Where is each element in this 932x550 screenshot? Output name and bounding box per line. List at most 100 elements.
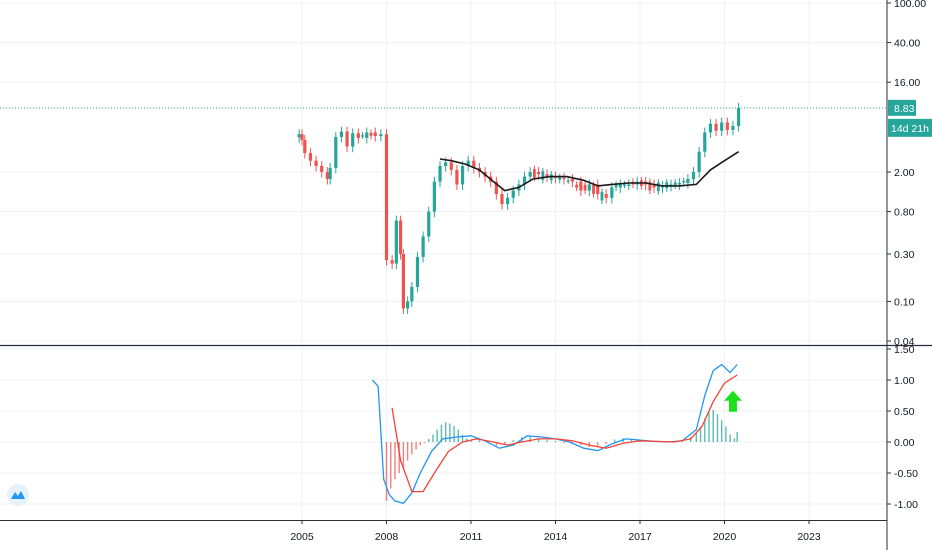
candle-body — [682, 181, 686, 183]
candle-body — [570, 179, 574, 182]
y-tick-label: 100.00 — [894, 0, 926, 10]
candle-body — [652, 184, 656, 188]
moving-average-line — [439, 151, 740, 192]
indicator-tick-label: 1.50 — [894, 344, 915, 356]
candle-body — [384, 134, 389, 261]
candle-body — [736, 107, 741, 127]
candle-body — [345, 131, 349, 147]
candle-body — [623, 184, 626, 186]
candle-body — [365, 132, 369, 138]
candle-body — [339, 131, 344, 137]
candle-body — [522, 176, 527, 185]
indicator-tick-label: 1.00 — [894, 375, 915, 387]
candle-body — [596, 184, 600, 195]
candle-body — [427, 211, 431, 237]
candle-body — [444, 162, 448, 166]
candle-body — [511, 190, 515, 198]
candle-body — [541, 171, 545, 180]
candle-body — [356, 133, 360, 138]
candle-body — [460, 165, 465, 185]
x-tick-label: 2008 — [375, 531, 399, 543]
price-series — [0, 102, 887, 314]
indicator-line-blue — [371, 363, 738, 505]
indicator-grid — [0, 347, 887, 520]
arrow-up-icon — [723, 390, 742, 412]
candle-body — [558, 176, 562, 180]
candle-body — [592, 185, 595, 194]
indicator-tick-label: 0.50 — [894, 406, 915, 418]
candle-body — [314, 160, 318, 166]
candle-body — [532, 168, 536, 178]
candle-body — [494, 181, 498, 195]
candle-body — [449, 162, 453, 170]
candle-body — [506, 197, 510, 205]
candle-body — [618, 184, 622, 188]
countdown-label: 14d 21h — [891, 123, 929, 135]
candle-body — [691, 172, 696, 180]
candle-body — [297, 134, 301, 138]
candle-body — [627, 184, 631, 186]
price-grid — [0, 0, 887, 345]
candle-body — [537, 172, 541, 175]
candle-body — [604, 194, 608, 198]
y-tick-label: 0.80 — [894, 207, 915, 219]
tradingview-logo-icon[interactable] — [7, 484, 29, 506]
countdown-badge — [888, 118, 932, 137]
candle-body — [390, 260, 394, 264]
indicator-tick-label: -0.50 — [894, 468, 918, 480]
indicator-line-red — [391, 374, 738, 493]
x-tick-label: 2020 — [713, 531, 737, 543]
candle-body — [731, 126, 735, 130]
x-tick-label: 2023 — [797, 531, 821, 543]
candle-body — [325, 172, 329, 180]
candle-body — [562, 177, 566, 180]
candle-body — [303, 139, 307, 154]
candle-body — [455, 169, 459, 185]
candle-body — [575, 184, 579, 188]
y-tick-label: 2.00 — [894, 167, 915, 179]
candle-body — [361, 135, 364, 137]
candle-body — [656, 182, 660, 192]
candle-body — [373, 132, 377, 137]
logo-mark — [11, 491, 25, 499]
candle-body — [528, 172, 532, 177]
candle-body — [410, 286, 414, 302]
price-badge — [888, 99, 916, 116]
indicator-tick-label: -1.00 — [894, 499, 918, 511]
candle-body — [466, 160, 470, 166]
candle-body — [328, 167, 332, 180]
candle-body — [472, 160, 476, 168]
x-tick-label: 2005 — [290, 531, 314, 543]
candle-body — [432, 181, 436, 212]
candle-body — [677, 183, 682, 185]
candle-body — [421, 236, 425, 257]
candle-body — [714, 123, 718, 131]
x-tick-label: 2017 — [628, 531, 652, 543]
candle-body — [579, 181, 583, 191]
candle-body — [379, 134, 383, 137]
indicator-series — [371, 363, 742, 505]
candle-body — [673, 182, 677, 186]
x-tick-label: 2011 — [460, 531, 483, 543]
candle-body — [725, 122, 729, 130]
candle-body — [566, 180, 570, 182]
candle-body — [583, 184, 587, 191]
y-tick-label: 0.04 — [894, 336, 915, 348]
candle-body — [610, 187, 614, 198]
candle-body — [438, 165, 442, 182]
candle-body — [686, 179, 690, 184]
candle-body — [614, 184, 618, 188]
candle-body — [394, 220, 398, 264]
candle-body — [308, 153, 313, 161]
candle-body — [500, 194, 504, 205]
price-badge-label: 8.83 — [894, 103, 915, 115]
y-tick-label: 40.00 — [894, 38, 920, 50]
logo-badge — [7, 484, 29, 506]
y-tick-label: 16.00 — [894, 77, 920, 89]
candle-body — [406, 301, 410, 309]
candle-body — [545, 174, 549, 177]
x-tick-label: 2014 — [544, 531, 568, 543]
axis-labels: 100.00 40.00 16.00 2.00 0.80 0.30 0.10 0.041.50… — [290, 0, 932, 543]
